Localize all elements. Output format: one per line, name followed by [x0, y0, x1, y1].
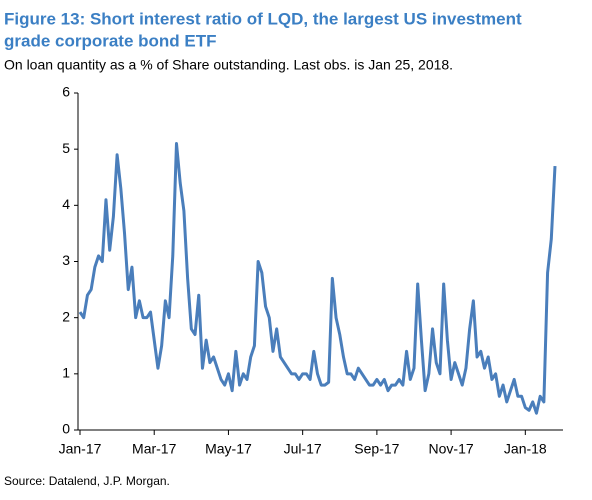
x-tick-label: Jul-17 [284, 441, 322, 457]
x-tick-label: Nov-17 [429, 441, 474, 457]
y-tick-label: 5 [62, 140, 70, 156]
y-tick-label: 3 [62, 252, 70, 268]
y-tick-label: 6 [62, 84, 70, 100]
x-tick-label: Mar-17 [132, 441, 177, 457]
x-tick-label: Jan-18 [504, 441, 547, 457]
chart-title: Figure 13: Short interest ratio of LQD, … [4, 9, 522, 28]
chart-title: grade corporate bond ETF [4, 31, 217, 50]
x-tick-label: May-17 [205, 441, 252, 457]
source: Source: Datalend, J.P. Morgan. [4, 474, 170, 488]
y-tick-label: 0 [62, 421, 70, 437]
y-tick-label: 4 [62, 196, 70, 212]
line [78, 142, 557, 415]
y-tick-label: 1 [62, 365, 70, 381]
x-tick-label: Jan-17 [59, 441, 102, 457]
chart-subtitle: On loan quantity as a % of Share outstan… [4, 57, 453, 73]
x-tick-label: Sep-17 [354, 441, 399, 457]
y-tick-label: 2 [62, 308, 70, 324]
